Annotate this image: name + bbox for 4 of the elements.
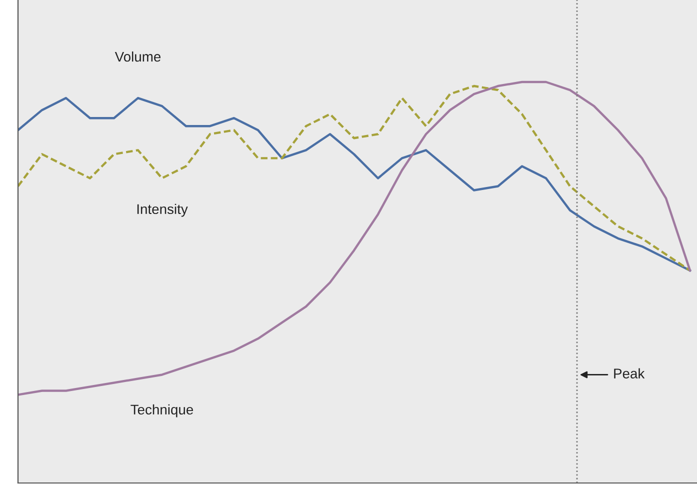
annotation: Peak xyxy=(614,368,645,378)
series-label: Technique xyxy=(130,404,194,418)
text: Volume xyxy=(114,51,161,62)
text: Intensity xyxy=(137,204,188,217)
